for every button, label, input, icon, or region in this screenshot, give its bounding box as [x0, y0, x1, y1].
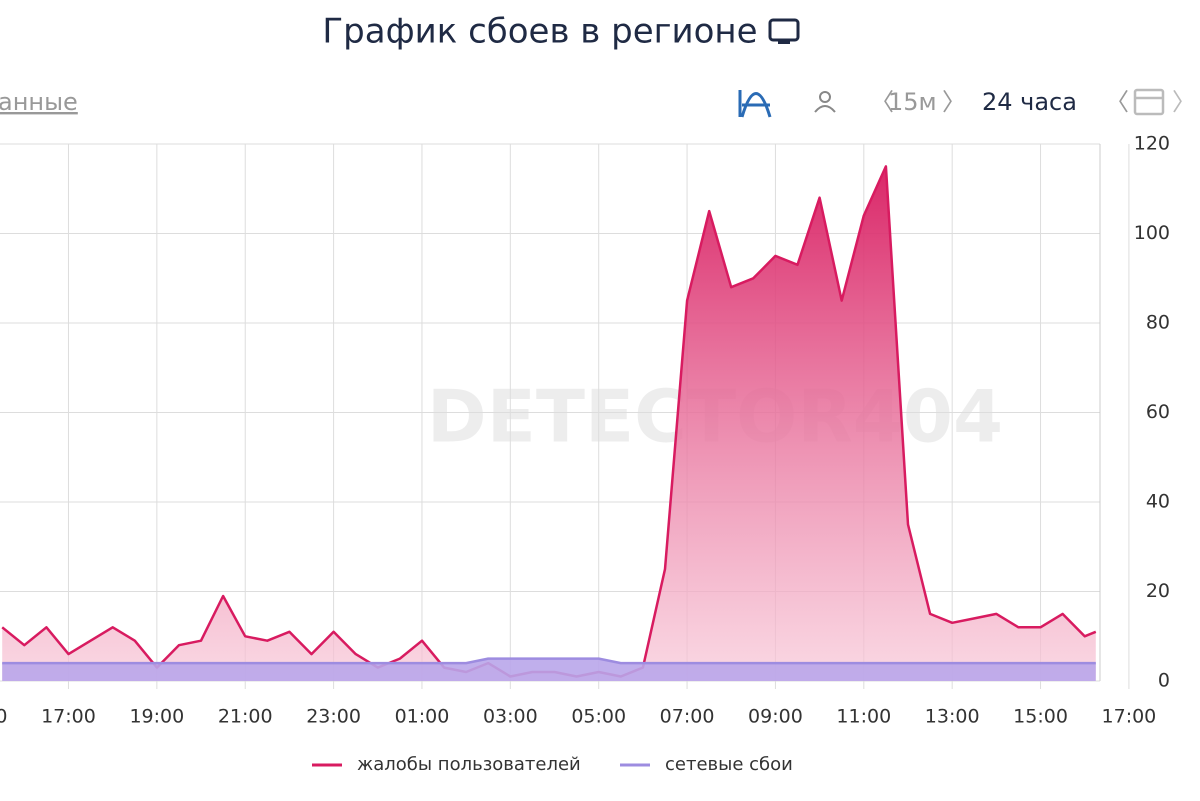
legend: жалобы пользователей сетевые сбои	[312, 754, 793, 775]
x-tick-label: 23:00	[306, 706, 361, 728]
x-tick-label: 17:00	[41, 706, 96, 728]
y-tick-label: 20	[1146, 580, 1170, 602]
user-icon[interactable]	[814, 91, 836, 113]
y-tick-label: 100	[1134, 222, 1170, 244]
period-next[interactable]: 〉	[1172, 88, 1196, 116]
y-tick-label: 60	[1146, 401, 1170, 423]
x-tick-label: 21:00	[218, 706, 273, 728]
y-tick-label: 40	[1146, 491, 1170, 513]
x-tick-label: 11:00	[836, 706, 891, 728]
series-line	[2, 657, 1096, 665]
legend-label[interactable]: жалобы пользователей	[357, 754, 581, 775]
y-tick-label: 120	[1134, 133, 1170, 155]
x-tick-label: 01:00	[395, 706, 450, 728]
x-tick-label: 13:00	[925, 706, 980, 728]
x-tick-label: 15:00	[0, 706, 7, 728]
x-tick-label: 05:00	[571, 706, 626, 728]
chart-title: График сбоев в регионе	[322, 12, 757, 52]
interval-next[interactable]: 〉	[942, 88, 966, 116]
interval-prev[interactable]: 〈	[870, 88, 894, 116]
data-link[interactable]: анные	[0, 88, 78, 116]
monitor-icon	[768, 18, 800, 44]
area-fill	[2, 166, 1096, 681]
period[interactable]: 24 часа	[982, 88, 1077, 116]
x-tick-label: 03:00	[483, 706, 538, 728]
x-tick-label: 19:00	[129, 706, 184, 728]
chart-type-icon[interactable]	[738, 90, 772, 118]
interval[interactable]: 15м	[888, 88, 937, 116]
x-tick-label: 09:00	[748, 706, 803, 728]
calendar-icon[interactable]	[1133, 88, 1165, 116]
y-tick-label: 0	[1158, 670, 1170, 692]
x-tick-label: 15:00	[1013, 706, 1068, 728]
y-tick-label: 80	[1146, 312, 1170, 334]
legend-label[interactable]: сетевые сбои	[665, 754, 793, 775]
x-tick-label: 17:00	[1102, 706, 1157, 728]
x-tick-label: 07:00	[660, 706, 715, 728]
period-prev[interactable]: 〈	[1105, 88, 1129, 116]
